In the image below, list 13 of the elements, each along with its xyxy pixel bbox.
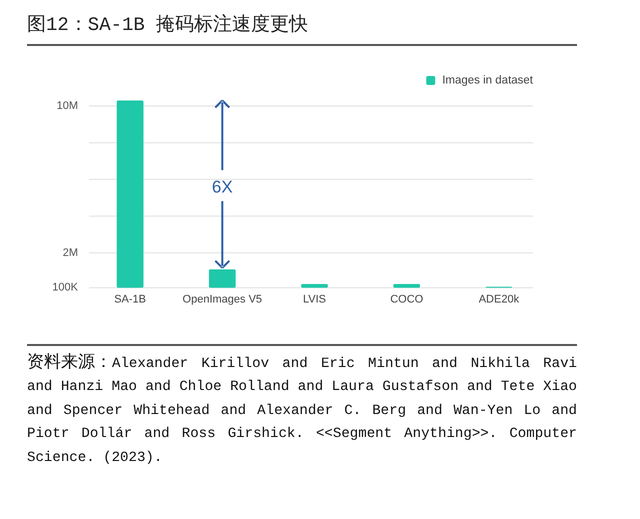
x-tick-label: LVIS bbox=[302, 294, 326, 306]
x-tick-label: ADE20k bbox=[478, 294, 520, 306]
x-tick-label: COCO bbox=[390, 294, 424, 306]
y-tick-label: 10M bbox=[56, 100, 78, 112]
legend-label: Images in dataset bbox=[442, 74, 534, 86]
y-tick-label: 100K bbox=[52, 282, 79, 294]
x-tick-label: SA-1B bbox=[114, 294, 146, 306]
legend: Images in dataset bbox=[426, 74, 533, 86]
annotation: 6X bbox=[212, 178, 233, 197]
x-tick-label: OpenImages V5 bbox=[182, 294, 262, 306]
chart-title: 图12：SA-1B 掩码标注速度更快 bbox=[27, 12, 577, 46]
y-tick-label: 2M bbox=[62, 246, 78, 259]
text: 资料来源：Alexander Kirillov and Eric Mintun and Nikhila Ravi and Hanzi Mao and Chloe Rolland and Laura Gustafson and Tete Xiao and Spencer Whitehead and Alexander C. Berg and Wan-Yen Lo and Piotr Dollár and Ross Girshick. <<Segment Anything>>. Computer Science. (2023). bbox=[27, 353, 577, 468]
